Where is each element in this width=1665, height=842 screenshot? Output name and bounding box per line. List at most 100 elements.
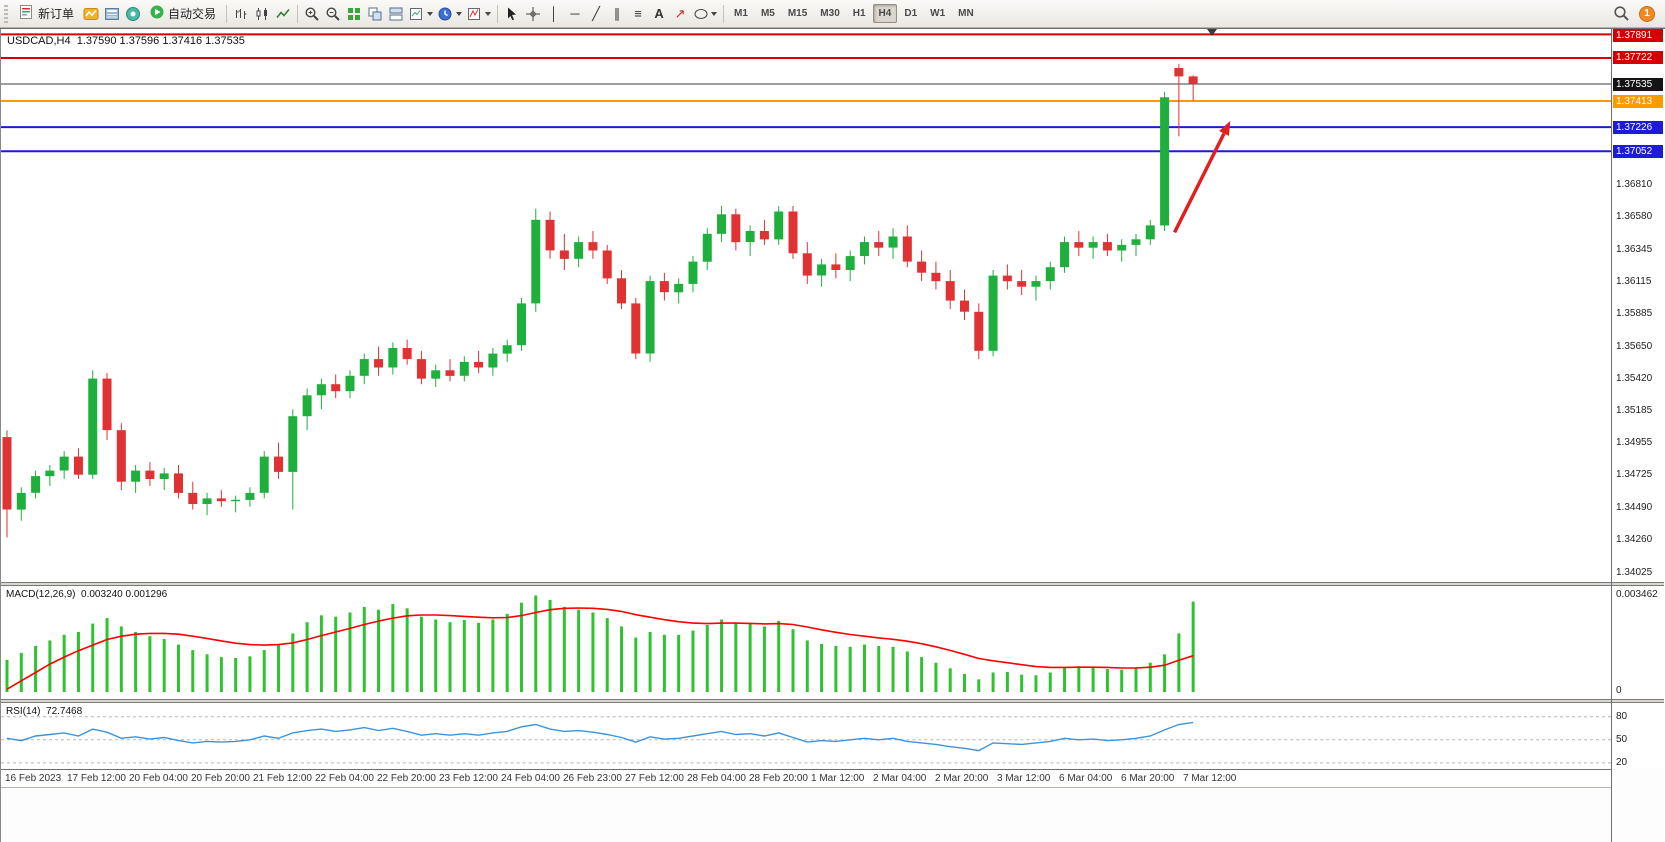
- timeframe-w1[interactable]: W1: [930, 8, 946, 19]
- chevron-down-icon: [711, 11, 718, 16]
- bar-chart-icon[interactable]: [231, 4, 251, 24]
- macd-pane[interactable]: MACD(12,26,9) 0.003240 0.001296: [1, 586, 1611, 699]
- timeframe-toolbar: M1 M5 M15 M30 H1 H4 D1 W1 MN: [728, 4, 980, 23]
- candlestick-chart-icon[interactable]: [252, 4, 272, 24]
- arrange-windows-icon[interactable]: [386, 4, 406, 24]
- price-line-label: 1.37535: [1613, 78, 1663, 91]
- trendline-icon[interactable]: ╱: [592, 6, 600, 21]
- toolbar-grip[interactable]: [4, 4, 8, 23]
- zoom-in-icon[interactable]: [302, 4, 322, 24]
- time-axis[interactable]: 16 Feb 2023 17 Feb 12:00 20 Feb 04:00 20 Fe…: [1, 769, 1611, 788]
- timeframe-m30[interactable]: M30: [820, 8, 840, 19]
- time-label: 28 Feb 20:00: [749, 773, 808, 784]
- chevron-down-icon: [456, 11, 463, 16]
- search-icon[interactable]: [1611, 4, 1631, 24]
- zoom-out-icon[interactable]: [323, 4, 343, 24]
- price-tick: 1.34260: [1616, 534, 1653, 545]
- timeframe-mn[interactable]: MN: [958, 8, 974, 19]
- price-tick: 1.35185: [1616, 405, 1653, 416]
- autotrading-button[interactable]: 自动交易: [144, 3, 222, 25]
- navigator-icon[interactable]: [123, 4, 143, 24]
- profiles-icon[interactable]: [436, 4, 464, 24]
- price-tick: 1.34725: [1616, 469, 1653, 480]
- line-chart-icon[interactable]: [273, 4, 293, 24]
- channel-icon[interactable]: ∥: [613, 6, 621, 21]
- price-axis-macd[interactable]: 0.003462 0: [1612, 586, 1664, 699]
- pane-splitter[interactable]: [1, 582, 1611, 586]
- price-tick: 1.34025: [1616, 567, 1653, 578]
- timeframe-m1[interactable]: M1: [734, 8, 748, 19]
- rsi-level-label: 20: [1616, 757, 1628, 768]
- time-label: 20 Feb 20:00: [191, 773, 250, 784]
- price-axis-main[interactable]: 1.36810 1.36580 1.36345 1.36115 1.35885 1.356…: [1612, 29, 1664, 582]
- macd-axis-max: 0.003462: [1616, 589, 1658, 600]
- data-window-icon[interactable]: [102, 4, 122, 24]
- time-label: 22 Feb 20:00: [377, 773, 436, 784]
- rsi-label: RSI(14) 72.7468: [6, 706, 83, 717]
- price-tick: 1.36115: [1616, 276, 1652, 287]
- time-label: 2 Mar 20:00: [935, 773, 989, 784]
- rsi-pane[interactable]: RSI(14) 72.7468: [1, 703, 1611, 769]
- crosshair-icon[interactable]: [523, 4, 543, 24]
- time-label: 28 Feb 04:00: [687, 773, 746, 784]
- macd-axis-zero: 0: [1616, 685, 1622, 696]
- text-icon[interactable]: A: [654, 6, 664, 21]
- price-pane[interactable]: USDCAD,H4 1.37590 1.37596 1.37416 1.3753…: [1, 29, 1611, 582]
- toolbar-separator: [723, 4, 725, 23]
- chart-shift-marker[interactable]: [1207, 29, 1217, 36]
- price-tick: 1.36345: [1616, 244, 1653, 255]
- toolbar-separator: [297, 4, 299, 23]
- timeframe-h4[interactable]: H4: [872, 4, 898, 23]
- time-label: 1 Mar 12:00: [811, 773, 865, 784]
- timeframe-d1[interactable]: D1: [904, 8, 918, 19]
- bottom-area: [1, 788, 1611, 842]
- timeframe-h1[interactable]: H1: [852, 8, 866, 19]
- chevron-down-icon: [427, 11, 434, 16]
- macd-svg: [5, 595, 1195, 692]
- price-axis-rsi[interactable]: 80 50 20: [1612, 703, 1664, 769]
- price-tick: 1.34490: [1616, 502, 1653, 513]
- axis-splitter: [1612, 582, 1664, 586]
- chart-panes: USDCAD,H4 1.37590 1.37596 1.37416 1.3753…: [0, 29, 1611, 842]
- toolbar: 新订单 自动交易: [0, 0, 1665, 28]
- shapes-icon[interactable]: [691, 4, 719, 24]
- time-label: 23 Feb 12:00: [439, 773, 498, 784]
- arrow-annotation[interactable]: [1173, 132, 1226, 234]
- toolbar-right-tools: 1: [1611, 4, 1661, 24]
- pane-splitter[interactable]: [1, 699, 1611, 703]
- timeframe-m15[interactable]: M15: [787, 8, 808, 19]
- chart-ohlc: 1.37590 1.37596 1.37416 1.37535: [76, 35, 245, 47]
- toolbar-separator: [226, 4, 228, 23]
- fibonacci-icon[interactable]: ≡: [634, 6, 642, 21]
- rsi-level-label: 50: [1616, 734, 1628, 745]
- price-tick: 1.35650: [1616, 341, 1653, 352]
- arrow-tools-icon[interactable]: ↗: [674, 6, 686, 21]
- market-watch-icon[interactable]: [81, 4, 101, 24]
- cascade-windows-icon[interactable]: [365, 4, 385, 24]
- new-order-button[interactable]: 新订单: [12, 3, 80, 25]
- axis-bottom-area: [1612, 769, 1664, 842]
- rsi-svg: [1, 716, 1611, 764]
- new-chart-icon[interactable]: [407, 4, 435, 24]
- tile-windows-icon[interactable]: [344, 4, 364, 24]
- vertical-line-icon[interactable]: │: [549, 6, 559, 21]
- toolbar-separator: [497, 4, 499, 23]
- chart-window: USDCAD,H4 1.37590 1.37596 1.37416 1.3753…: [0, 28, 1665, 842]
- time-label: 26 Feb 23:00: [563, 773, 622, 784]
- price-axis[interactable]: 1.36810 1.36580 1.36345 1.36115 1.35885 1.356…: [1611, 29, 1664, 842]
- price-tick: 1.35420: [1616, 373, 1653, 384]
- time-label: 6 Mar 20:00: [1121, 773, 1175, 784]
- notifications-badge[interactable]: 1: [1639, 5, 1655, 22]
- timeframe-m5[interactable]: M5: [760, 8, 775, 19]
- cursor-icon[interactable]: [502, 4, 522, 24]
- horizontal-line-icon[interactable]: ─: [570, 6, 580, 21]
- indicators-icon[interactable]: [465, 4, 493, 24]
- price-line-label: 1.37226: [1613, 121, 1663, 134]
- axis-splitter: [1612, 699, 1664, 703]
- arrow-annotation-head[interactable]: [1219, 120, 1231, 136]
- price-line-label: 1.37891: [1613, 29, 1663, 42]
- price-tick: 1.36810: [1616, 179, 1653, 190]
- price-line-label: 1.37722: [1613, 51, 1663, 64]
- time-label: 27 Feb 12:00: [625, 773, 684, 784]
